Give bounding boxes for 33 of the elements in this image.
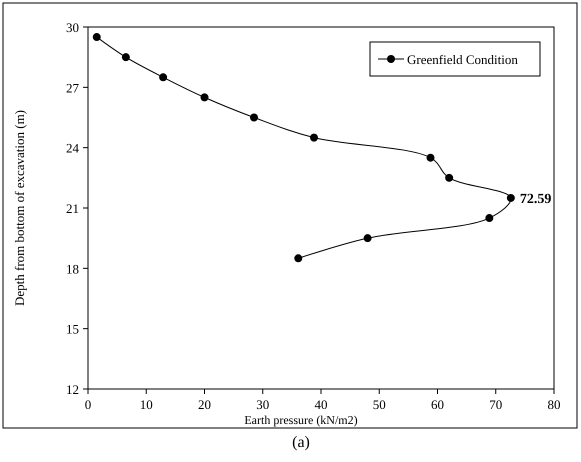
y-axis-title: Depth from bottom of excavation (m) bbox=[12, 110, 27, 306]
x-tick-label: 30 bbox=[256, 397, 270, 412]
point bbox=[310, 134, 318, 142]
y-tick-label: 15 bbox=[66, 322, 79, 337]
y-tick-label: 18 bbox=[66, 261, 79, 276]
x-tick-label: 60 bbox=[431, 397, 444, 412]
y-tick-label: 24 bbox=[66, 140, 80, 156]
text: (a) bbox=[292, 434, 310, 451]
x-tick-label: 50 bbox=[372, 397, 386, 412]
point bbox=[426, 154, 435, 162]
point bbox=[364, 234, 372, 242]
point bbox=[294, 254, 302, 262]
y-tick-label: 30 bbox=[66, 20, 79, 35]
x-tick-label: 20 bbox=[198, 397, 211, 412]
point bbox=[485, 214, 494, 222]
x-tick-label: 80 bbox=[548, 397, 560, 412]
annotation: 72.59 bbox=[520, 192, 552, 207]
x-tick-label: 0 bbox=[84, 397, 92, 412]
y-tick-label: 12 bbox=[66, 382, 79, 397]
point bbox=[506, 194, 515, 202]
point bbox=[200, 93, 208, 102]
point bbox=[445, 174, 454, 182]
point bbox=[250, 114, 258, 122]
y-tick-label: 21 bbox=[66, 201, 79, 216]
x-tick-label: 10 bbox=[140, 397, 153, 412]
point bbox=[159, 73, 168, 82]
x-axis-title: Earth pressure (kN/m2) bbox=[244, 413, 358, 427]
x-tick-label: 70 bbox=[489, 397, 502, 412]
point bbox=[122, 53, 130, 62]
point bbox=[92, 33, 101, 42]
y-tick-label: 27 bbox=[66, 80, 80, 96]
legend-label: Greenfield Condition bbox=[407, 52, 518, 67]
x-tick-label: 40 bbox=[314, 397, 328, 412]
